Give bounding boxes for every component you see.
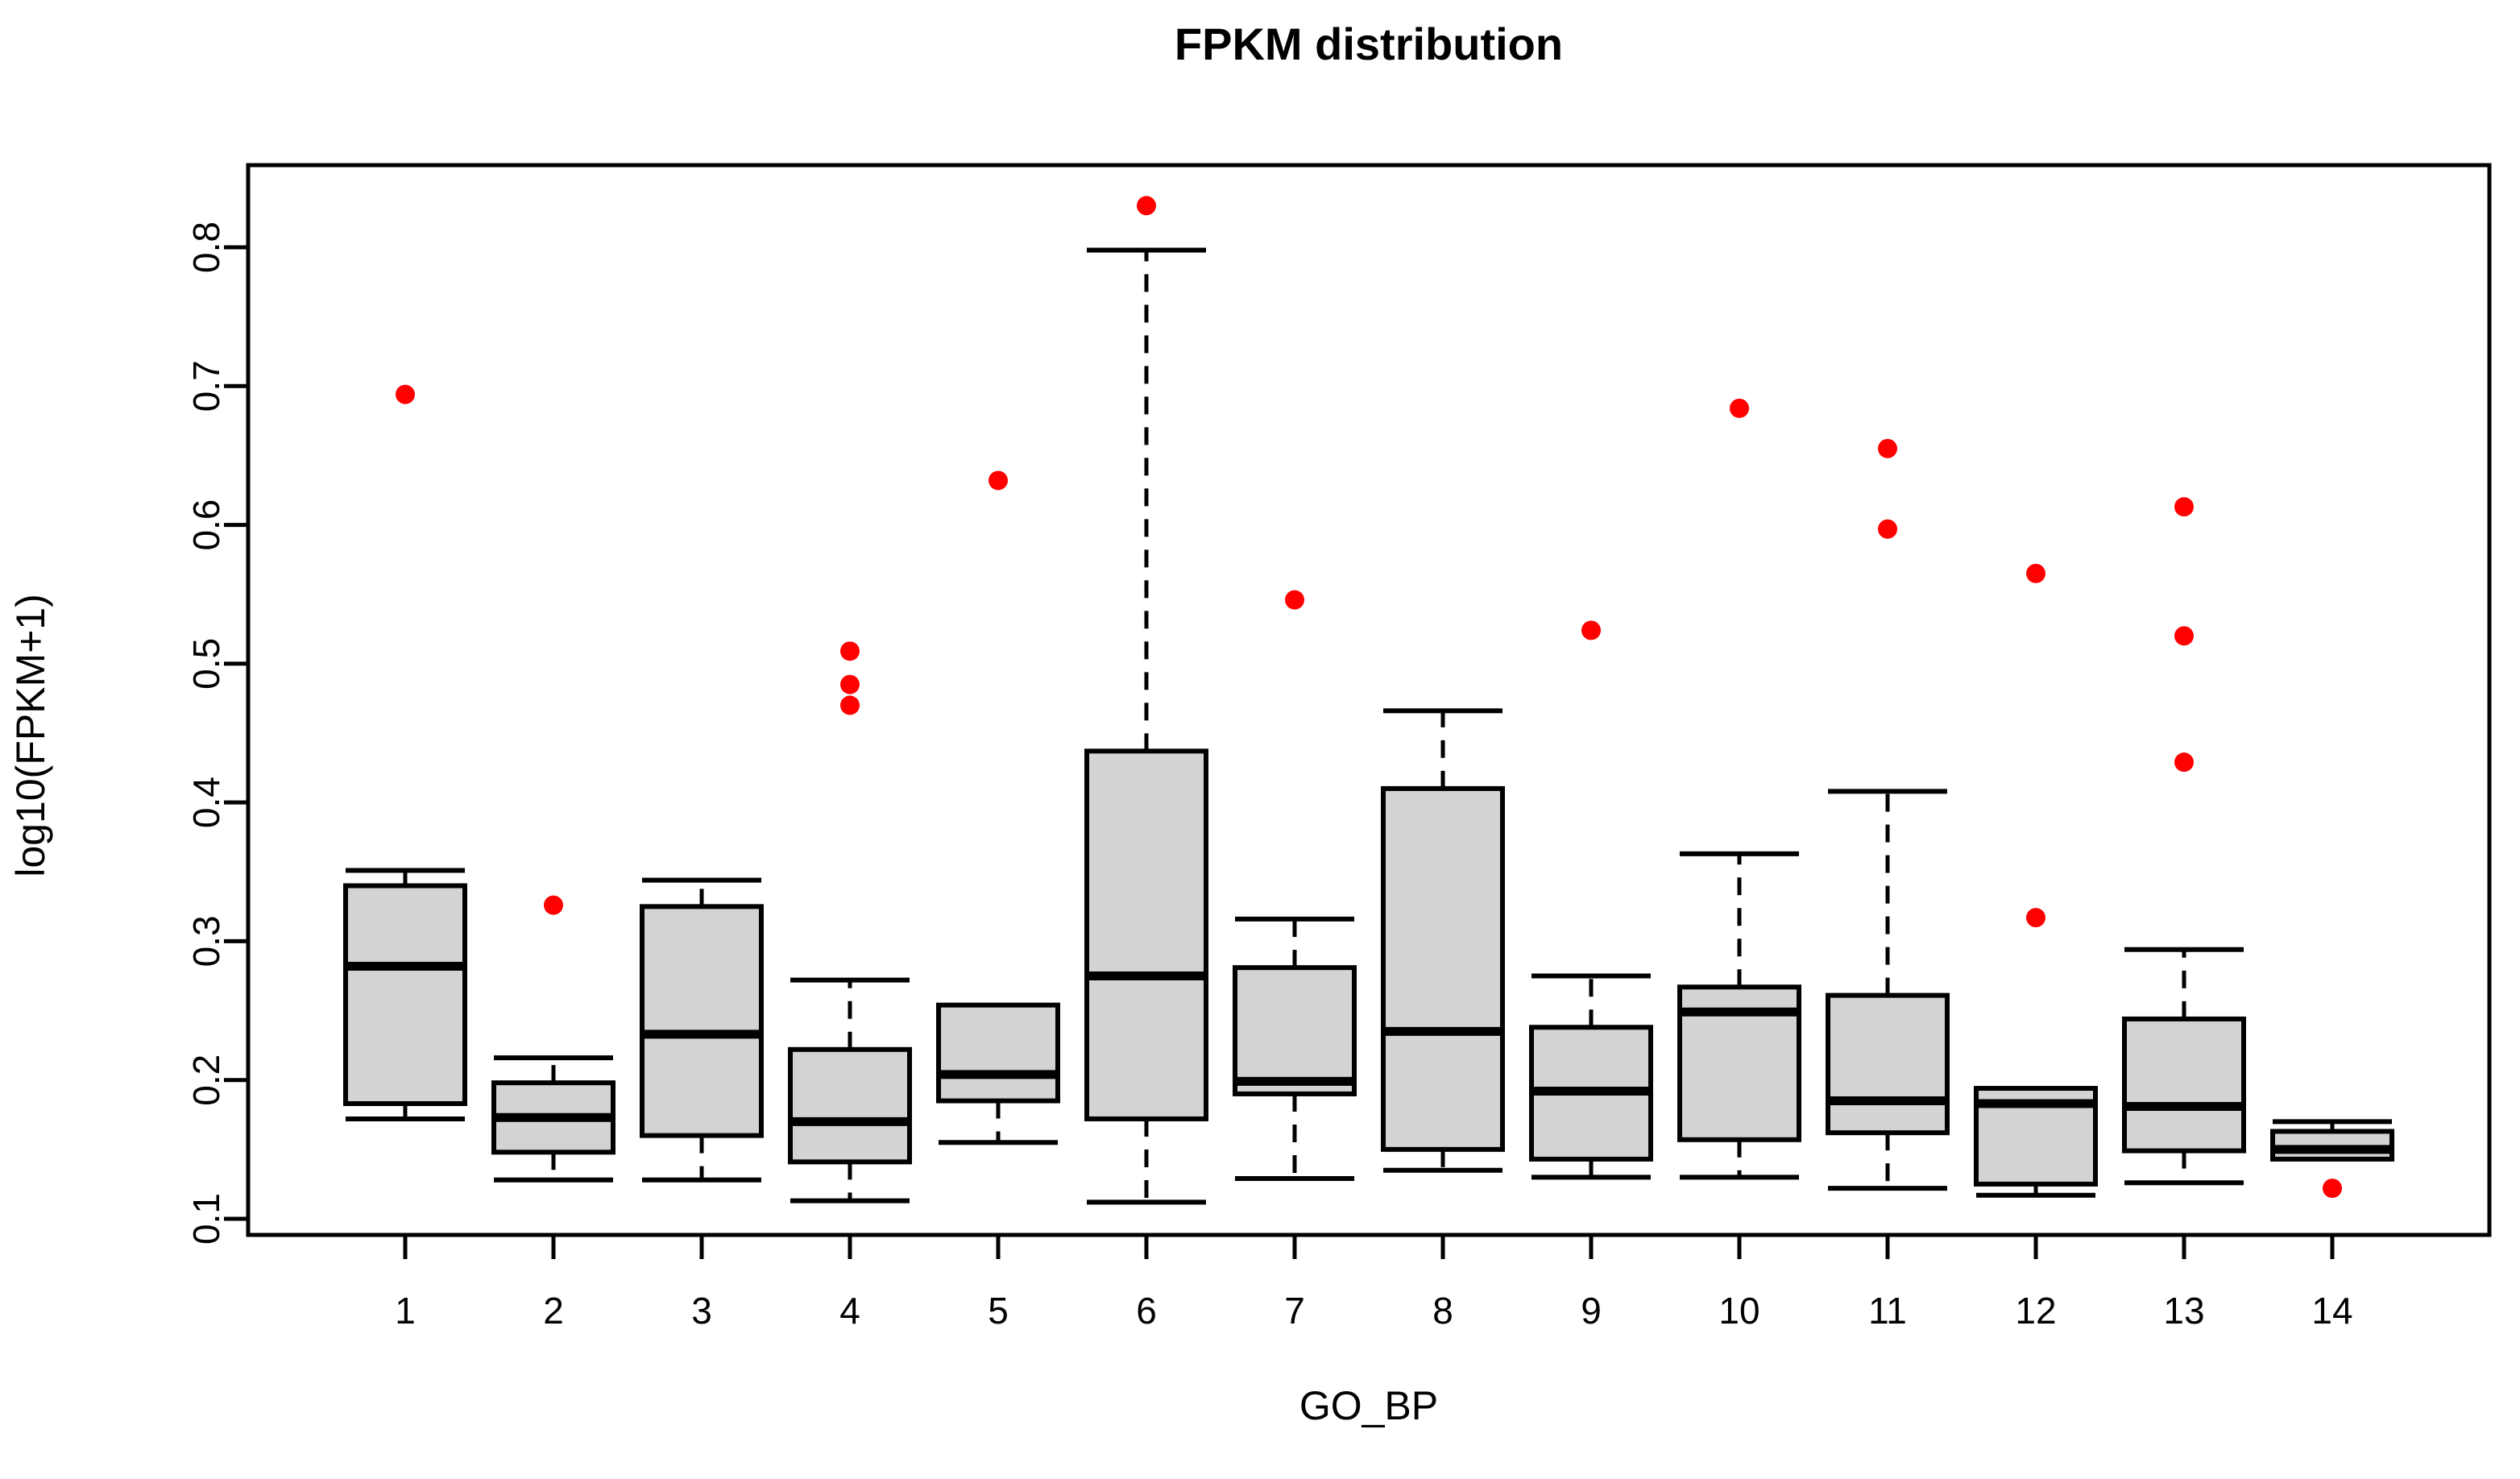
x-tick-label: 7 [1284,1290,1305,1332]
outlier-point [840,695,860,715]
outlier-point [1581,620,1601,640]
x-tick-label: 12 [2015,1290,2056,1332]
box-group-4 [788,641,912,1204]
box-group-7 [1233,590,1357,1182]
y-tick-label: 0.7 [185,360,227,412]
x-tick-label: 4 [839,1290,860,1332]
outlier-point [2026,908,2045,928]
iqr-box [1084,748,1208,1121]
iqr-box [2122,1016,2246,1154]
chart-title: FPKM distribution [1174,19,1564,69]
outlier-point [2026,563,2045,583]
y-tick-label: 0.1 [185,1193,227,1245]
outlier-point [989,470,1008,491]
box-group-2 [491,895,615,1183]
box-group-9 [1529,620,1653,1180]
x-tick-label: 3 [691,1290,712,1332]
outlier-point [2323,1179,2342,1199]
box-group-5 [936,470,1060,1146]
y-tick-label: 0.6 [185,499,227,551]
iqr-box [1233,965,1357,1096]
outlier-point [396,384,415,404]
iqr-box [640,904,764,1138]
iqr-box [936,1002,1060,1104]
iqr-box [1381,785,1505,1152]
box-group-13 [2122,497,2246,1186]
outlier-point [2174,752,2194,773]
y-tick-label: 0.3 [185,915,227,967]
iqr-box [1826,992,1950,1136]
outlier-point [1878,438,1897,458]
x-tick-label: 1 [395,1290,416,1332]
box-group-3 [640,877,764,1183]
x-tick-label: 14 [2311,1290,2352,1332]
outlier-point [1137,196,1156,216]
box-group-10 [1677,398,1801,1180]
outlier-point [840,641,860,661]
box-group-11 [1826,438,1950,1191]
x-tick-label: 8 [1432,1290,1453,1332]
iqr-box [343,883,467,1107]
outlier-point [2174,626,2194,646]
y-tick-label: 0.5 [185,638,227,690]
iqr-box [788,1046,912,1165]
box-group-1 [343,384,467,1121]
outlier-point [840,674,860,694]
box-group-12 [1974,563,2098,1198]
x-tick-label: 11 [1868,1290,1907,1332]
outlier-point [1730,398,1749,418]
outlier-point [544,895,563,915]
y-tick-label: 0.8 [185,222,227,273]
plot-frame [246,163,2492,1237]
outlier-point [2174,497,2194,517]
outlier-point [1285,590,1304,610]
x-axis-title: GO_BP [1299,1383,1439,1428]
box-group-6 [1084,196,1208,1205]
y-tick-label: 0.2 [185,1054,227,1106]
x-tick-label: 6 [1136,1290,1157,1332]
y-tick-label: 0.4 [185,777,227,828]
x-tick-label: 2 [543,1290,564,1332]
x-tick-label: 13 [2163,1290,2204,1332]
box-group-8 [1381,708,1505,1173]
x-tick-label: 9 [1581,1290,1602,1332]
x-tick-label: 10 [1718,1290,1759,1332]
x-tick-label: 5 [988,1290,1009,1332]
outlier-point [1878,519,1897,539]
box-group-14 [2270,1119,2394,1199]
